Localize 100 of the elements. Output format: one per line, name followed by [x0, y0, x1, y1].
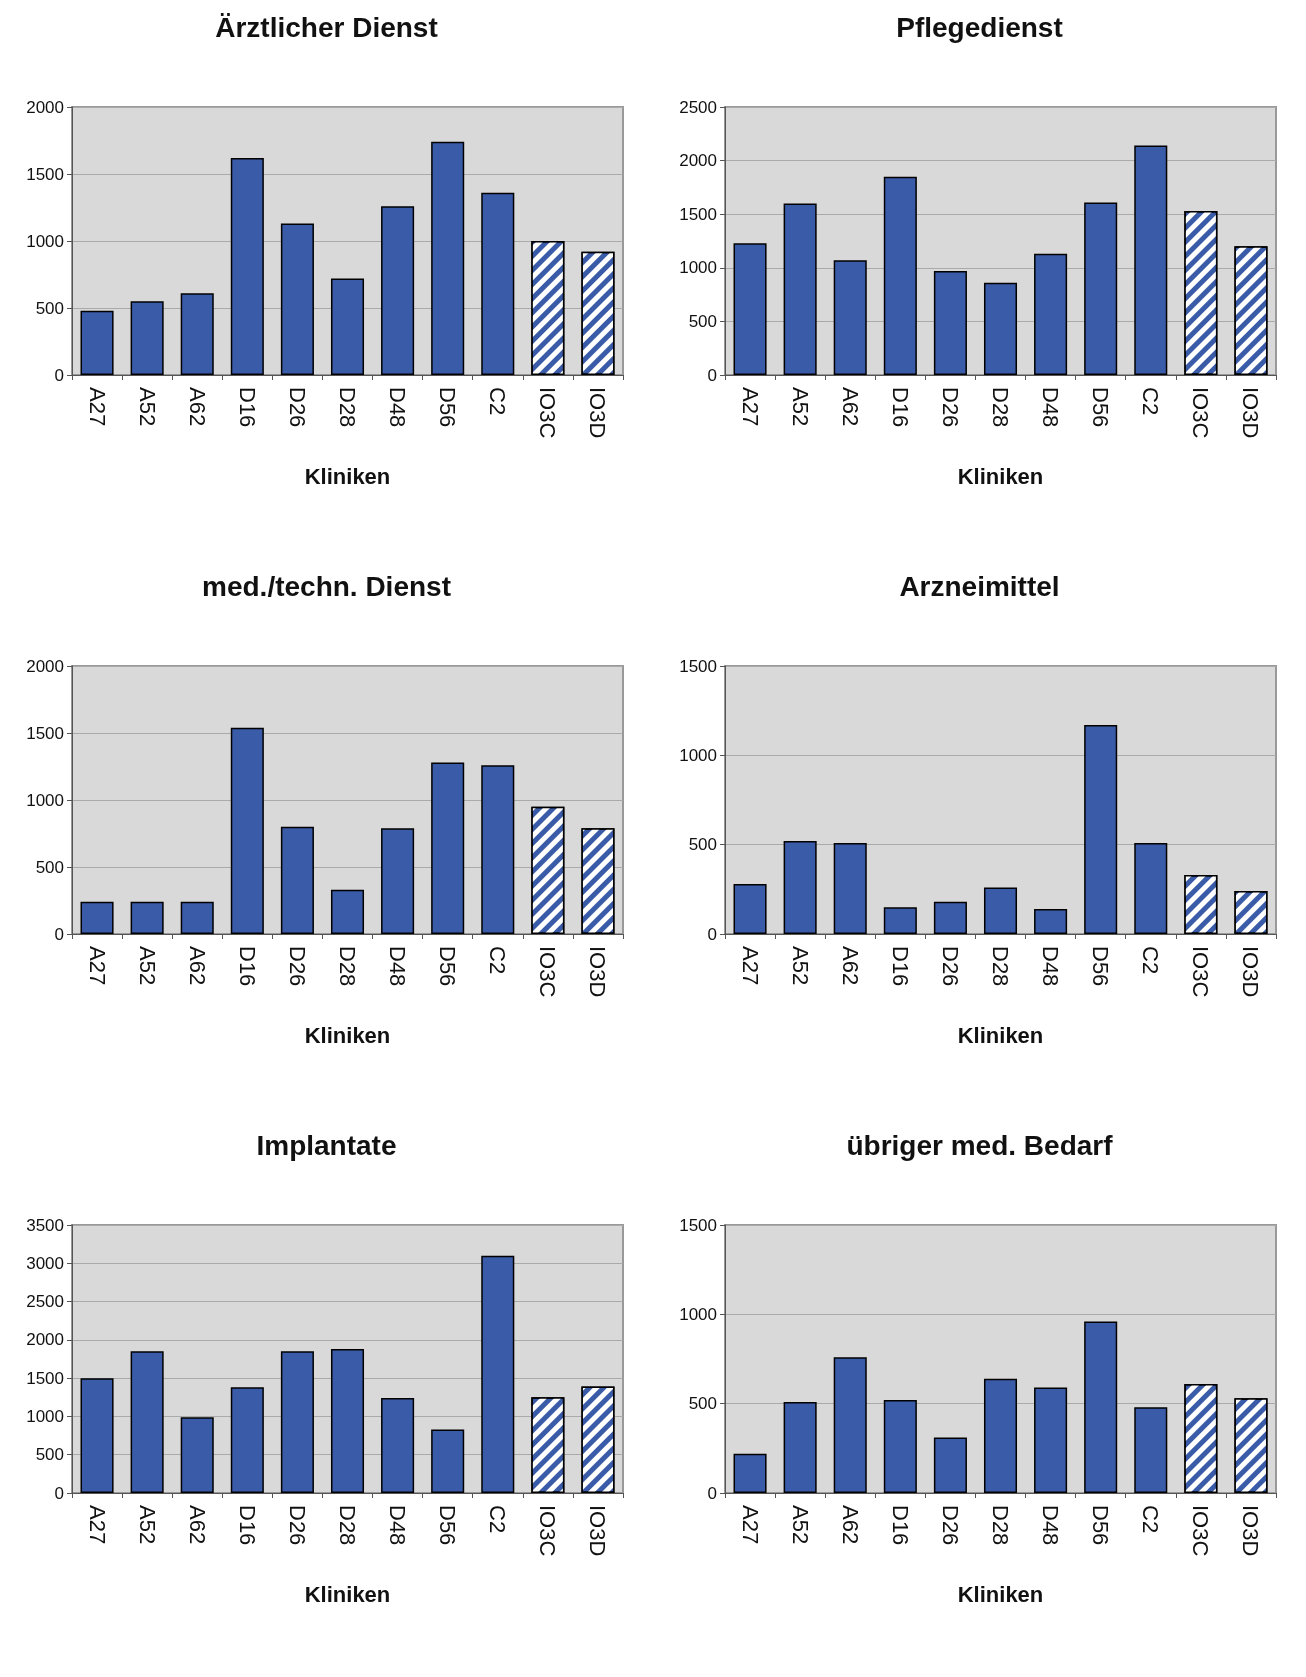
- bar: [783, 841, 817, 934]
- x-tick-label: D26: [937, 387, 963, 428]
- chart-title: Arzneimittel: [899, 570, 1060, 602]
- x-tick-label: C2: [485, 946, 511, 975]
- bar: [230, 727, 264, 934]
- bar: [230, 157, 264, 375]
- x-tick-label: A52: [787, 387, 813, 427]
- bar: [431, 141, 465, 375]
- x-tick-label: D16: [887, 1505, 913, 1546]
- x-tick-label: IO3D: [1238, 1505, 1264, 1557]
- x-tick-label: A27: [84, 387, 110, 427]
- bar: [481, 192, 515, 375]
- bar: [983, 1378, 1018, 1493]
- y-tick-label: 1500: [679, 656, 717, 676]
- x-axis-title: Kliniken: [957, 1581, 1044, 1607]
- x-tick-label: A62: [837, 946, 863, 986]
- y-tick-label: 1500: [26, 164, 64, 184]
- y-tick-label: 500: [35, 298, 64, 318]
- bar: [330, 1349, 365, 1493]
- bar: [481, 765, 515, 934]
- x-tick-label: A62: [184, 946, 210, 986]
- bar: [80, 901, 114, 934]
- bar: [230, 1387, 264, 1493]
- y-tick-label: 2500: [679, 97, 717, 117]
- y-tick-label: 1500: [26, 1368, 64, 1388]
- x-tick-label: IO3D: [585, 1505, 611, 1557]
- y-tick-label: 3500: [26, 1215, 64, 1235]
- chart-title: Ärztlicher Dienst: [215, 11, 438, 43]
- x-tick-label: D28: [988, 1505, 1013, 1546]
- bar: [733, 1453, 767, 1493]
- x-tick-label: D56: [435, 1505, 461, 1546]
- x-tick-label: D16: [234, 946, 260, 987]
- x-tick-label: A27: [737, 946, 763, 986]
- bar: [983, 282, 1018, 375]
- bar: [130, 1351, 164, 1493]
- x-tick-label: C2: [1138, 387, 1164, 416]
- x-tick-label: D26: [284, 387, 310, 428]
- x-tick-label: A62: [837, 1505, 863, 1545]
- chart-title: Pflegedienst: [896, 11, 1063, 43]
- y-tick-label: 2000: [26, 97, 64, 117]
- bar: [833, 1357, 867, 1493]
- x-tick-label: D26: [937, 1505, 963, 1546]
- chart-title: übriger med. Bedarf: [846, 1129, 1114, 1161]
- x-tick-label: A27: [737, 1505, 763, 1545]
- x-tick-label: D48: [1038, 1505, 1064, 1546]
- bar: [733, 883, 767, 934]
- bar: [783, 203, 817, 375]
- x-tick-label: D28: [335, 1505, 360, 1546]
- y-tick-label: 1500: [679, 204, 717, 224]
- bar: [130, 301, 164, 375]
- x-tick-label: IO3C: [535, 387, 561, 439]
- x-tick-label: A27: [84, 946, 110, 986]
- y-tick-label: 0: [54, 924, 64, 944]
- y-tick-label: 500: [35, 857, 64, 877]
- bar: [481, 1255, 515, 1493]
- y-tick-label: 1000: [679, 745, 717, 765]
- bar: [833, 260, 867, 375]
- bar: [883, 176, 917, 375]
- y-tick-label: 1000: [26, 1406, 64, 1426]
- bar: [80, 1378, 114, 1493]
- bar: [983, 887, 1018, 934]
- x-tick-label: IO3C: [535, 946, 561, 998]
- x-tick-label: IO3C: [1188, 1505, 1214, 1557]
- bar: [180, 1417, 214, 1493]
- x-tick-label: A62: [184, 1505, 210, 1545]
- y-tick-label: 0: [707, 365, 717, 385]
- x-tick-label: D56: [1088, 387, 1114, 428]
- y-tick-label: 0: [707, 1483, 717, 1503]
- y-tick-label: 2000: [26, 656, 64, 676]
- bar: [280, 223, 314, 375]
- x-tick-label: D16: [887, 387, 913, 428]
- y-tick-label: 2500: [26, 1292, 64, 1312]
- x-axis-title: Kliniken: [304, 463, 391, 489]
- x-tick-label: C2: [1138, 1505, 1164, 1534]
- x-tick-label: A52: [787, 1505, 813, 1545]
- x-tick-label: D26: [284, 1505, 310, 1546]
- x-tick-label: IO3C: [1188, 946, 1214, 998]
- x-tick-label: D26: [284, 946, 310, 987]
- x-tick-label: A52: [134, 387, 160, 427]
- x-axis-title: Kliniken: [304, 1022, 391, 1048]
- x-tick-label: A52: [134, 946, 160, 986]
- bar: [1034, 1387, 1068, 1493]
- x-tick-label: IO3D: [1238, 946, 1264, 998]
- bar: [431, 762, 465, 934]
- x-tick-label: D56: [435, 387, 461, 428]
- bar: [1134, 1407, 1168, 1493]
- bar: [330, 278, 365, 375]
- y-tick-label: 1500: [679, 1215, 717, 1235]
- y-tick-label: 500: [688, 1394, 717, 1414]
- x-tick-label: A52: [787, 946, 813, 986]
- x-tick-label: D26: [937, 946, 963, 987]
- x-tick-label: IO3C: [535, 1505, 561, 1557]
- bar: [883, 907, 917, 934]
- bar: [330, 889, 365, 934]
- x-tick-label: IO3D: [585, 946, 611, 998]
- y-tick-label: 0: [707, 924, 717, 944]
- y-tick-label: 1000: [679, 258, 717, 278]
- bar: [733, 243, 767, 375]
- y-tick-label: 500: [35, 1445, 64, 1465]
- y-tick-label: 1500: [26, 723, 64, 743]
